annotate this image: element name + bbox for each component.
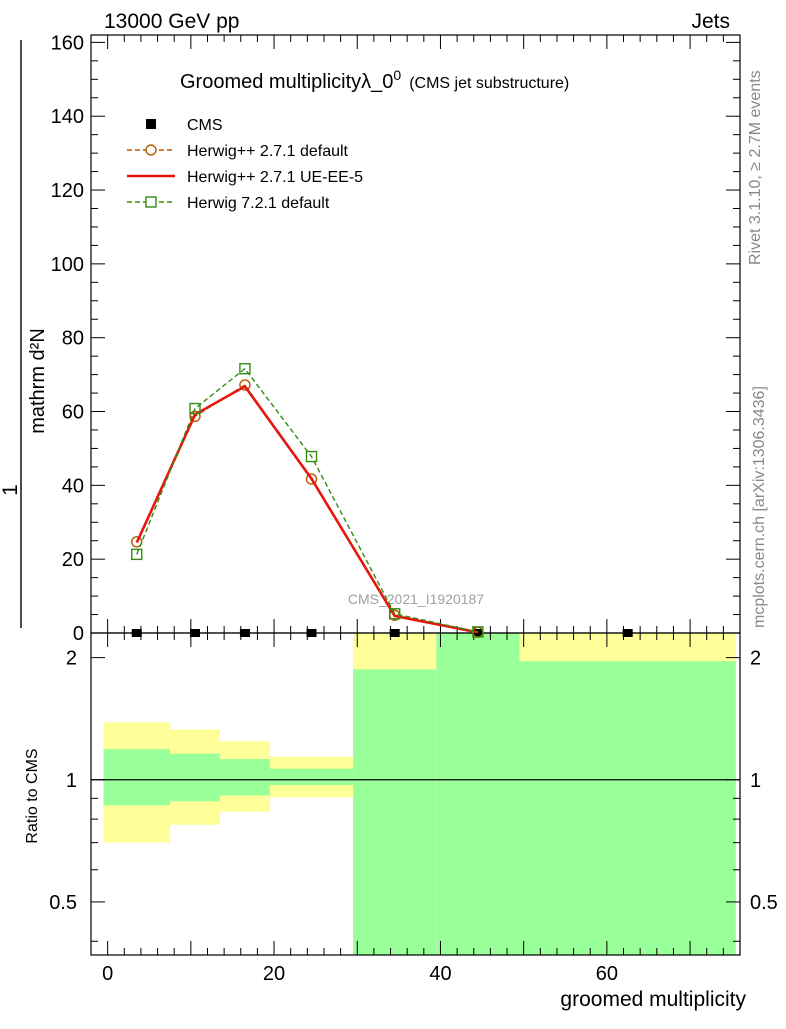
ratio-frame bbox=[90, 632, 741, 956]
main-y-axis-label: 1 mathrm d²N bbox=[0, 40, 49, 628]
legend-label-0: CMS bbox=[187, 117, 223, 134]
main-y-tick-label: 140 bbox=[51, 106, 84, 128]
ratio-y-tick-label: 0.5 bbox=[49, 892, 77, 914]
ratio-y-tick-label-right: 2 bbox=[750, 648, 761, 670]
herwig7-marker bbox=[131, 548, 143, 561]
main-y-tick-label: 100 bbox=[51, 254, 84, 276]
ratio-band-inner-1 bbox=[170, 753, 220, 802]
herwig7-marker bbox=[239, 362, 251, 375]
x-axis-label: groomed multiplicity bbox=[560, 988, 746, 1011]
watermark: CMS_2021_I1920187 bbox=[348, 591, 484, 607]
ratio-band-inner-5 bbox=[436, 633, 520, 955]
x-tick-label: 40 bbox=[429, 963, 451, 985]
series-line-2 bbox=[135, 384, 479, 634]
ratio-ticks: 0.5 0.5 1 1 2 2 bbox=[49, 648, 778, 942]
legend-label-1: Herwig++ 2.7.1 default bbox=[187, 143, 349, 160]
rivet-label: Rivet 3.1.10, ≥ 2.7M events bbox=[747, 70, 764, 265]
ratio-band-inner-2 bbox=[219, 759, 270, 796]
legend: CMS Herwig++ 2.7.1 default Herwig++ 2.7.1 … bbox=[127, 117, 363, 212]
herwigpp-default-marker bbox=[239, 379, 251, 391]
header-right: Jets bbox=[691, 10, 730, 33]
ratio-bands bbox=[91, 633, 740, 955]
ratio-band-inner-3 bbox=[269, 768, 354, 786]
header-left: 13000 GeV pp bbox=[104, 10, 239, 33]
main-y-tick-label: 60 bbox=[62, 402, 84, 424]
cms-data-point bbox=[306, 629, 317, 637]
mcplots-label: mcplots.cern.ch [arXiv:1306.3436] bbox=[751, 386, 768, 628]
main-ticks: 20 40 60 80 100 120 140 160 0 bbox=[51, 32, 740, 645]
legend-label-2: Herwig++ 2.7.1 UE-EE-5 bbox=[187, 169, 363, 186]
ratio-y-tick-label-right: 0.5 bbox=[750, 892, 778, 914]
cms-data-point bbox=[622, 629, 633, 637]
y-label-one: 1 bbox=[0, 484, 22, 496]
series-line-3 bbox=[136, 367, 479, 633]
main-y-tick-label: 40 bbox=[62, 475, 84, 497]
main-y-tick-label: 80 bbox=[62, 328, 84, 350]
ratio-y-tick-label: 2 bbox=[66, 648, 77, 670]
legend-label-3: Herwig 7.2.1 default bbox=[187, 195, 330, 212]
cms-data-point bbox=[190, 629, 201, 637]
main-y-tick-label: 160 bbox=[51, 32, 84, 54]
ratio-band-inner-0 bbox=[103, 749, 171, 806]
x-tick-label: 20 bbox=[263, 963, 285, 985]
herwig7-marker bbox=[388, 608, 401, 620]
ratio-band-inner-4 bbox=[353, 669, 437, 955]
cms-data-point bbox=[131, 629, 142, 637]
series-layer bbox=[131, 362, 633, 638]
herwig7-marker bbox=[189, 402, 201, 415]
main-title: Groomed multiplicityλ_00 (CMS jet substru… bbox=[180, 67, 569, 93]
main-y-tick-label: 20 bbox=[62, 549, 84, 571]
legend-square-marker bbox=[145, 196, 157, 208]
ratio-y-tick-label-right: 1 bbox=[750, 770, 761, 792]
legend-circle-marker bbox=[145, 144, 157, 156]
cms-data-point bbox=[472, 629, 483, 637]
x-tick-label: 60 bbox=[596, 963, 618, 985]
ratio-y-label: Ratio to CMS bbox=[24, 748, 41, 843]
main-y-tick-label-zero: 0 bbox=[73, 623, 84, 645]
herwigpp-default-marker bbox=[131, 536, 143, 548]
herwigpp-default-marker bbox=[305, 473, 318, 485]
ratio-band-inner-6 bbox=[519, 661, 736, 955]
legend-cms-marker bbox=[146, 119, 156, 129]
main-y-tick-label: 120 bbox=[51, 180, 84, 202]
herwigpp-default-marker bbox=[189, 410, 201, 423]
herwig7-marker bbox=[305, 450, 318, 463]
x-tick-label: 0 bbox=[102, 963, 113, 985]
herwig7-marker bbox=[472, 626, 484, 638]
cms-data-point bbox=[389, 629, 400, 637]
ratio-y-tick-label: 1 bbox=[66, 770, 77, 792]
cms-data-point bbox=[239, 629, 250, 637]
y-label-d2n: mathrm d²N bbox=[27, 328, 49, 434]
